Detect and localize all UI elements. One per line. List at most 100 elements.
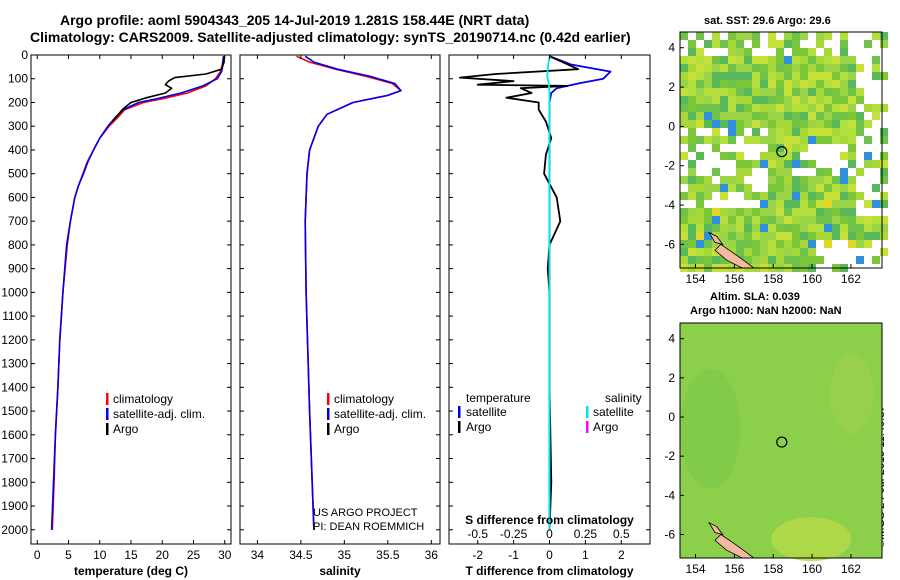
sst-cell [768, 224, 776, 232]
sst-cell [688, 104, 696, 112]
sst-cell [760, 200, 768, 208]
sst-cell [880, 80, 888, 88]
sst-cell [808, 32, 816, 40]
sst-cell [832, 112, 840, 120]
sst-cell [720, 88, 728, 96]
sst-cell [840, 48, 848, 56]
sst-cell [776, 160, 784, 168]
sst-cell [728, 56, 736, 64]
sst-cell [872, 192, 880, 200]
sst-cell [800, 96, 808, 104]
sst-cell [728, 224, 736, 232]
sst-cell [720, 184, 728, 192]
sst-cell [776, 56, 784, 64]
sst-cell [808, 64, 816, 72]
sst-cell [864, 72, 872, 80]
sst-cell [864, 168, 872, 176]
sst-cell [688, 64, 696, 72]
sst-cell [728, 136, 736, 144]
sst-cell [840, 136, 848, 144]
sst-cell [704, 88, 712, 96]
sst-cell [720, 200, 728, 208]
sst-cell [768, 80, 776, 88]
sst-cell [736, 200, 744, 208]
sst-cell [800, 256, 808, 264]
sst-cell [848, 136, 856, 144]
sst-cell [808, 160, 816, 168]
map-lat-label: -6 [664, 237, 675, 251]
sst-cell [784, 216, 792, 224]
sst-cell [680, 120, 688, 128]
sst-cell [760, 232, 768, 240]
sst-cell [848, 144, 856, 152]
salinity-legend-swatch [327, 393, 330, 405]
sst-cell [736, 72, 744, 80]
sst-cell [696, 112, 704, 120]
sst-cell [688, 48, 696, 56]
sst-cell [800, 88, 808, 96]
sst-cell [864, 176, 872, 184]
sst-cell [864, 120, 872, 128]
sst-cell [824, 56, 832, 64]
sst-cell [800, 176, 808, 184]
sst-cell [696, 48, 704, 56]
sst-cell [872, 32, 880, 40]
sst-cell [784, 56, 792, 64]
sst-cell [856, 232, 864, 240]
sst-cell [816, 208, 824, 216]
sst-cell [880, 192, 888, 200]
sst-cell [864, 184, 872, 192]
sst-cell [800, 200, 808, 208]
sst-cell [680, 224, 688, 232]
sst-cell [816, 32, 824, 40]
sst-cell [768, 256, 776, 264]
sst-cell [840, 32, 848, 40]
sst-cell [760, 248, 768, 256]
map-lat-label: 4 [668, 332, 675, 346]
legend-header-salinity: salinity [605, 391, 642, 405]
sst-cell [840, 88, 848, 96]
land-polygon [708, 231, 724, 246]
salinity-tick-label: 34 [251, 548, 265, 562]
salinity-axis-label: salinity [319, 564, 361, 578]
sst-cell [792, 160, 800, 168]
sst-cell [824, 192, 832, 200]
sst-cell [736, 224, 744, 232]
sst-cell [856, 136, 864, 144]
sst-cell [792, 120, 800, 128]
sst-cell [776, 48, 784, 56]
sst-cell [872, 216, 880, 224]
depth-tick-label: 1800 [1, 475, 28, 489]
sst-cell [808, 56, 816, 64]
sst-cell [832, 144, 840, 152]
sst-cell [872, 208, 880, 216]
sst-cell [808, 256, 816, 264]
sst-cell [792, 136, 800, 144]
sst-cell [872, 232, 880, 240]
sst-cell [848, 72, 856, 80]
sst-cell [712, 120, 720, 128]
sst-cell [736, 136, 744, 144]
sst-cell [792, 168, 800, 176]
sst-cell [784, 64, 792, 72]
sst-cell [864, 48, 872, 56]
sst-cell [848, 104, 856, 112]
sst-cell [712, 56, 720, 64]
series-line-satellite-adj-clim- [304, 55, 402, 530]
sst-cell [840, 128, 848, 136]
sst-cell [864, 208, 872, 216]
sst-cell [688, 160, 696, 168]
sst-cell [744, 120, 752, 128]
sst-cell [736, 88, 744, 96]
sst-cell [728, 32, 736, 40]
sst-cell [720, 168, 728, 176]
sst-cell [704, 128, 712, 136]
sst-cell [880, 64, 888, 72]
sst-cell [864, 144, 872, 152]
sst-cell [712, 256, 720, 264]
salinity-tick-label: 34.5 [289, 548, 313, 562]
sst-cell [728, 208, 736, 216]
sst-cell [784, 96, 792, 104]
sst-cell [824, 32, 832, 40]
depth-tick-label: 1400 [1, 380, 28, 394]
